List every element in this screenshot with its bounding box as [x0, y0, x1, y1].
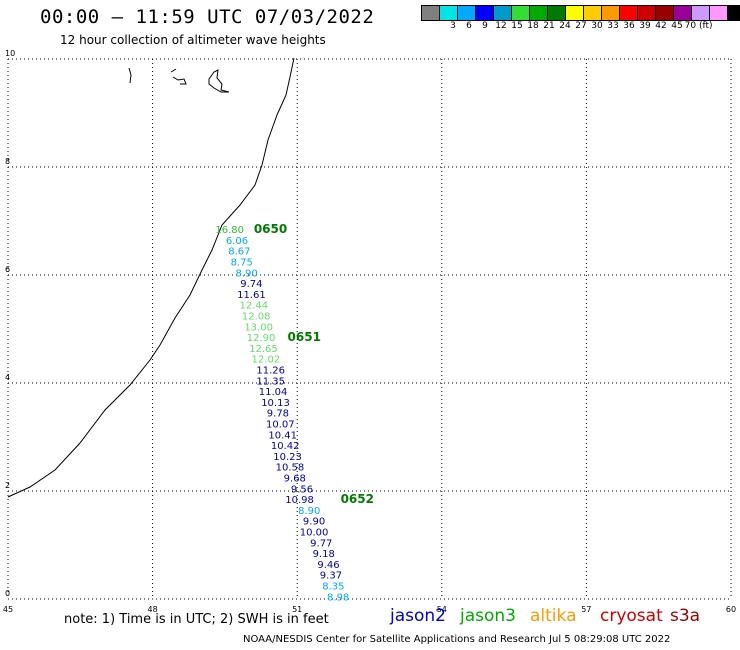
y-tick-label: 2 — [5, 481, 10, 490]
x-tick-label: 57 — [581, 605, 591, 614]
swh-value: 11.61 — [237, 290, 266, 301]
color-scale-label: 27 — [575, 21, 587, 31]
color-scale-label: 36 — [623, 21, 635, 31]
swh-observations: 16.806.068.678.758.909.7411.6112.4412.08… — [215, 225, 349, 603]
swh-value: 10.58 — [276, 463, 305, 474]
color-scale-label: 30 — [591, 21, 603, 31]
track-time-label: 0651 — [288, 330, 321, 344]
swh-value: 12.08 — [242, 312, 271, 323]
swh-value: 9.74 — [240, 279, 262, 290]
swh-value: 11.26 — [256, 366, 285, 377]
y-tick-label: 10 — [5, 49, 15, 58]
swh-value: 9.77 — [310, 538, 332, 549]
map-grid — [7, 58, 732, 600]
x-tick-label: 60 — [726, 605, 736, 614]
swh-value: 8.67 — [228, 247, 250, 258]
color-scale-label: 21 — [543, 21, 555, 31]
swh-value: 9.68 — [284, 474, 306, 485]
swh-value: 10.13 — [261, 398, 290, 409]
satellite-legend-altika: altika — [530, 606, 577, 626]
axis-tick-labels: 45 48 51 54 57 60 0 2 4 6 8 10 — [3, 49, 736, 614]
swh-value: 10.98 — [285, 495, 314, 506]
swh-value: 9.46 — [317, 560, 339, 571]
track-time-labels: 0650 0651 0652 — [254, 222, 374, 506]
swh-value: 8.90 — [298, 506, 320, 517]
x-tick-label: 51 — [292, 605, 302, 614]
swh-value: 13.00 — [244, 322, 273, 333]
color-scale-label: 6 — [466, 21, 472, 31]
swh-value: 8.75 — [231, 258, 253, 269]
x-tick-label: 48 — [148, 605, 158, 614]
wave-height-color-scale — [421, 5, 740, 21]
color-scale-label: 70 (ft) — [684, 21, 713, 31]
swh-value: 11.04 — [259, 387, 288, 398]
track-time-label: 0652 — [341, 492, 374, 506]
swh-value: 9.37 — [320, 571, 342, 582]
swh-value: 12.65 — [249, 344, 278, 355]
swh-value: 10.07 — [266, 420, 295, 431]
y-tick-label: 4 — [5, 373, 10, 382]
swh-value: 12.44 — [239, 301, 268, 312]
africa-coastline — [7, 57, 295, 498]
color-scale-label: 45 — [671, 21, 683, 31]
footer-note: note: 1) Time is in UTC; 2) SWH is in fe… — [64, 612, 329, 627]
satellite-legend-jason2: jason2 — [390, 606, 446, 626]
color-scale-label: 18 — [527, 21, 539, 31]
color-scale-label: 39 — [639, 21, 651, 31]
satellite-legend-s3a: s3a — [670, 606, 701, 626]
color-scale-label: 3 — [450, 21, 456, 31]
swh-value: 9.78 — [267, 409, 289, 420]
color-scale-label: 12 — [495, 21, 507, 31]
swh-value: 12.90 — [247, 333, 276, 344]
island-1 — [128, 67, 132, 84]
y-tick-label: 0 — [5, 589, 10, 598]
swh-value: 10.41 — [268, 430, 297, 441]
swh-value: 9.18 — [313, 549, 335, 560]
swh-value: 11.35 — [256, 376, 285, 387]
y-tick-label: 6 — [5, 265, 10, 274]
swh-value: 8.98 — [327, 592, 349, 603]
swh-value: 8.35 — [322, 582, 344, 593]
swh-value: 10.00 — [300, 528, 329, 539]
swh-value: 6.06 — [226, 236, 248, 247]
swh-value: 10.23 — [273, 452, 302, 463]
y-tick-label: 8 — [5, 157, 10, 166]
island-2 — [170, 68, 187, 85]
page-subtitle: 12 hour collection of altimeter wave hei… — [60, 33, 326, 47]
swh-value: 10.42 — [271, 441, 300, 452]
coastline — [7, 57, 295, 498]
color-scale-label: 15 — [511, 21, 523, 31]
color-scale-label: 24 — [559, 21, 571, 31]
swh-value: 9.56 — [291, 484, 313, 495]
track-time-label: 0650 — [254, 222, 287, 236]
swh-value: 12.02 — [252, 355, 281, 366]
swh-value: 9.90 — [303, 517, 325, 528]
x-tick-label: 54 — [437, 605, 447, 614]
page-title: 00:00 – 11:59 UTC 07/03/2022 — [40, 6, 375, 28]
x-tick-label: 45 — [3, 605, 13, 614]
satellite-legend-cryosat: cryosat — [600, 606, 663, 626]
color-scale-label: 33 — [607, 21, 619, 31]
color-swatch — [727, 5, 740, 21]
color-scale-label: 42 — [655, 21, 667, 31]
color-scale-label: 9 — [482, 21, 488, 31]
satellite-legend-jason3: jason3 — [460, 606, 516, 626]
swh-value: 16.80 — [215, 225, 244, 236]
footer-credit: NOAA/NESDIS Center for Satellite Applica… — [243, 634, 671, 645]
island-3 — [208, 69, 230, 93]
swh-value: 8.90 — [235, 268, 257, 279]
